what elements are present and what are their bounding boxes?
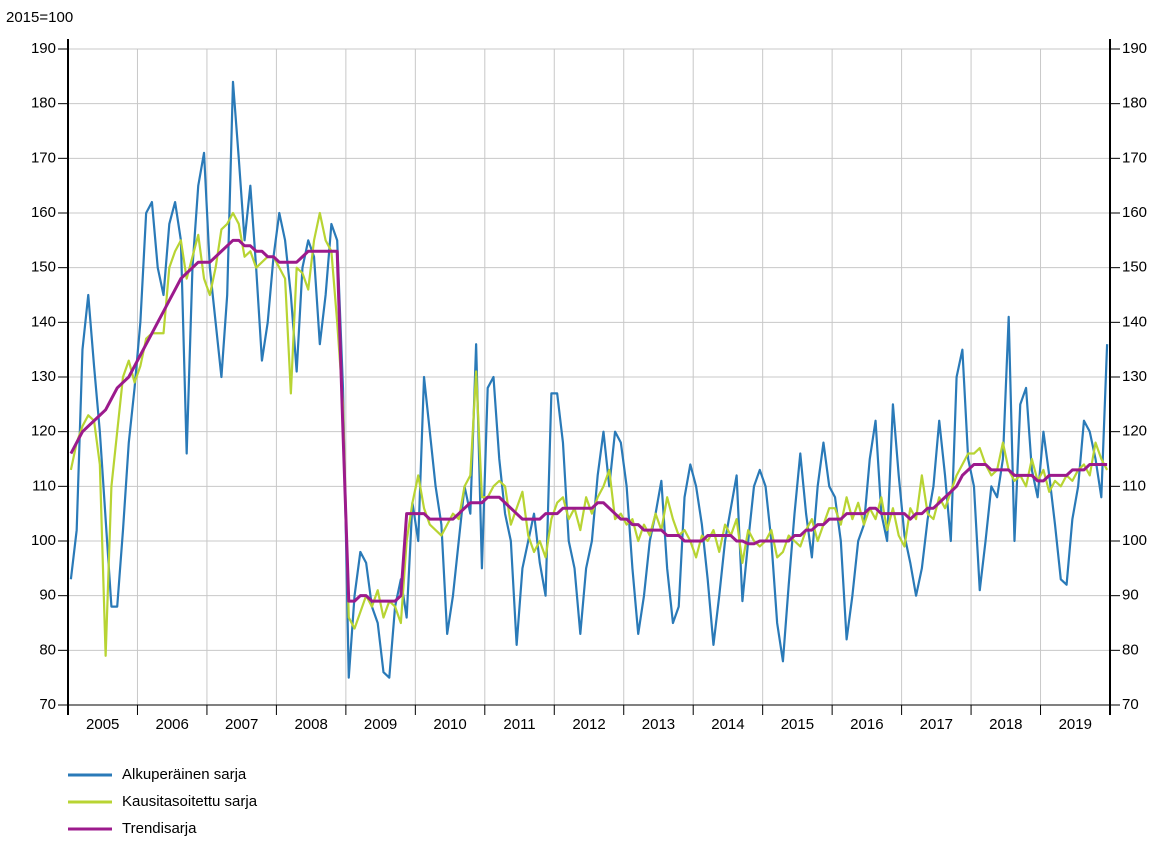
y-tick-label: 140 (31, 313, 56, 330)
x-tick-label: 2011 (503, 716, 535, 733)
legend-label: Alkuperäinen sarja (122, 766, 247, 783)
series-line (69, 80, 1109, 679)
y2-tick-label: 180 (1122, 95, 1147, 112)
y-tick-label: 150 (31, 259, 56, 276)
y2-tick-label: 110 (1122, 477, 1146, 494)
series-line (69, 238, 1108, 603)
x-tick-label: 2009 (364, 716, 397, 733)
y2-tick-label: 120 (1122, 423, 1147, 440)
y-tick-label: 120 (31, 423, 56, 440)
legend-label: Kausitasoitettu sarja (122, 793, 258, 810)
y2-tick-label: 70 (1122, 696, 1139, 713)
x-tick-label: 2015 (781, 716, 814, 733)
x-tick-label: 2007 (225, 716, 258, 733)
y2-tick-label: 90 (1122, 587, 1139, 604)
y2-tick-label: 150 (1122, 259, 1147, 276)
x-tick-label: 2018 (989, 716, 1022, 733)
x-tick-label: 2005 (86, 716, 119, 733)
x-tick-label: 2013 (642, 716, 675, 733)
y2-tick-label: 130 (1122, 368, 1147, 385)
y-tick-label: 110 (32, 477, 56, 494)
y-tick-label: 130 (31, 368, 56, 385)
y-tick-label: 100 (31, 532, 56, 549)
y-tick-label: 160 (31, 204, 56, 221)
y-tick-label: 90 (39, 587, 56, 604)
y2-tick-label: 100 (1122, 532, 1147, 549)
y-tick-label: 180 (31, 95, 56, 112)
y-tick-label: 170 (31, 149, 56, 166)
series-line (69, 211, 1109, 657)
x-tick-label: 2019 (1059, 716, 1092, 733)
x-tick-label: 2012 (572, 716, 605, 733)
y2-tick-label: 160 (1122, 204, 1147, 221)
x-tick-label: 2016 (850, 716, 883, 733)
x-tick-label: 2006 (156, 716, 189, 733)
x-tick-label: 2010 (433, 716, 466, 733)
x-tick-label: 2017 (920, 716, 953, 733)
y2-tick-label: 190 (1122, 40, 1147, 57)
y-tick-label: 190 (31, 40, 56, 57)
y2-tick-label: 80 (1122, 641, 1139, 658)
x-tick-label: 2008 (294, 716, 327, 733)
x-tick-label: 2014 (711, 716, 744, 733)
legend-label: Trendisarja (122, 820, 197, 837)
y2-tick-label: 170 (1122, 149, 1147, 166)
y2-tick-label: 140 (1122, 313, 1147, 330)
y-tick-label: 70 (39, 696, 56, 713)
y-tick-label: 80 (39, 641, 56, 658)
chart-subtitle: 2015=100 (6, 9, 73, 26)
